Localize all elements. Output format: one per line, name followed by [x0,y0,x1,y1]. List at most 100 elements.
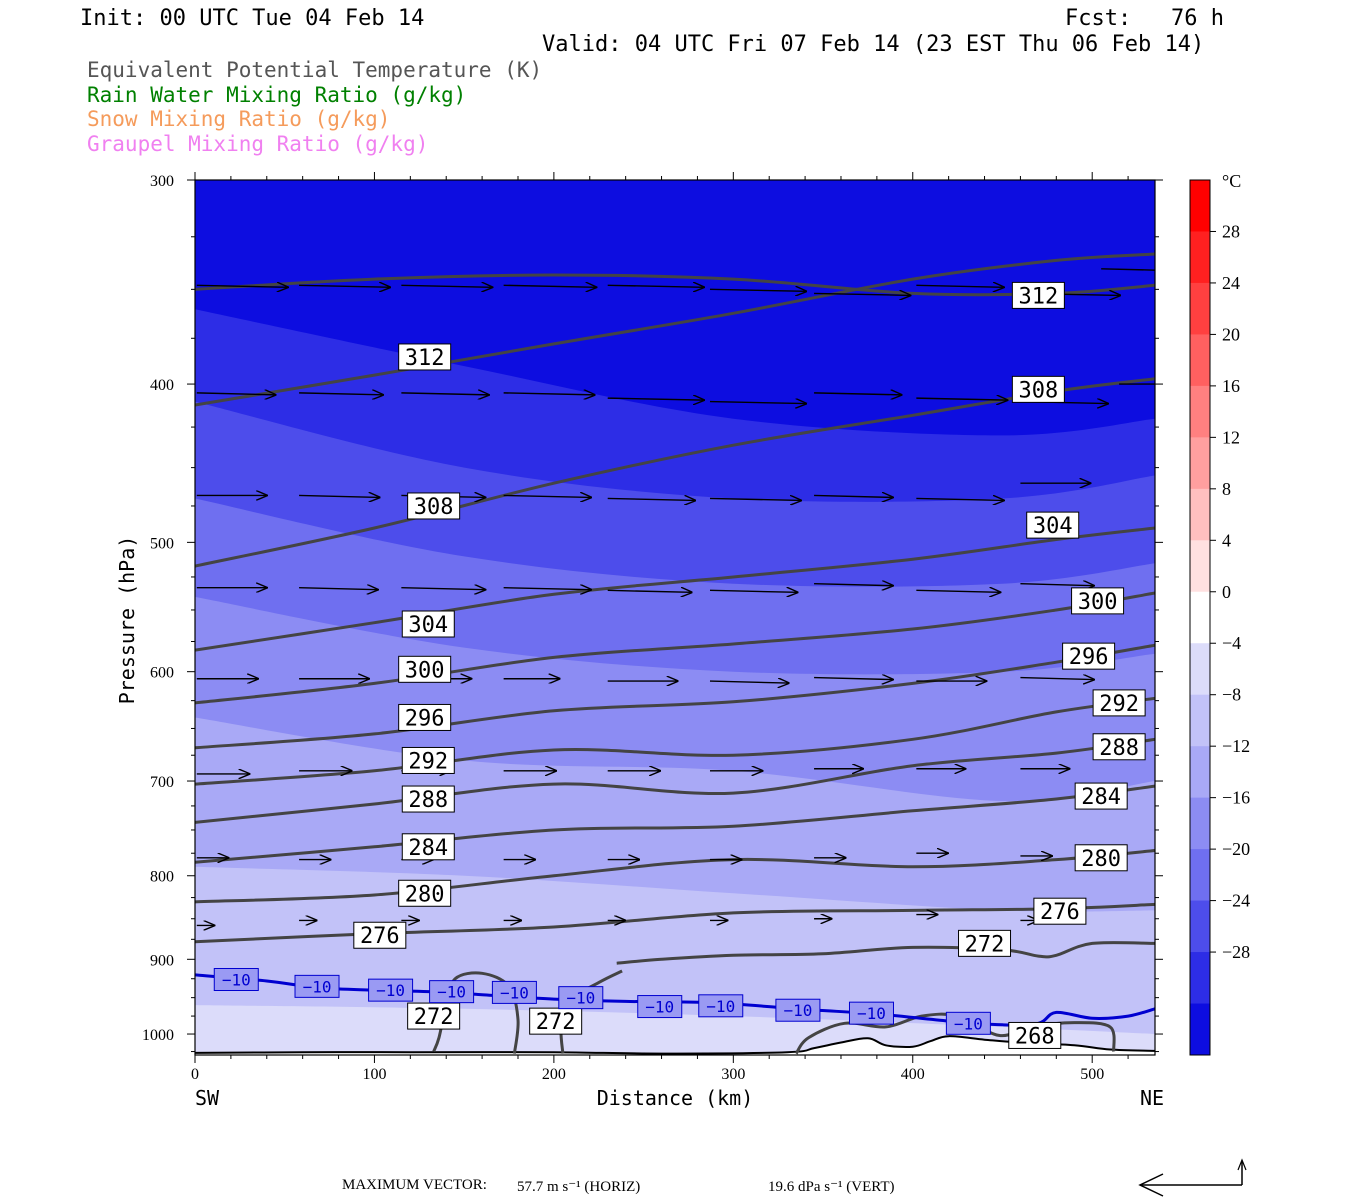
wind-vector [196,285,288,287]
wind-vector [1020,584,1094,586]
theta-e-label-box [1092,733,1146,761]
theta-e-label: 272 [536,1010,576,1035]
colorbar-tick-label: −12 [1222,736,1250,756]
theta-e-label-box [1011,375,1065,403]
theta-e-label-box [1008,1021,1062,1049]
isotherm-label-box [698,994,744,1018]
colorbar-bin [1190,1003,1210,1056]
wind-vector [916,590,1000,592]
valid-time: Valid: 04 UTC Fri 07 Feb 14 (23 EST Thu … [542,32,1205,57]
theta-e-label: 300 [405,658,445,683]
isotherm-label-box [368,978,414,1002]
theta-e-label: 296 [1069,645,1109,670]
wind-vector [814,293,910,295]
isotherm-label-box [213,967,259,991]
wind-vector [503,588,591,590]
theta-e-contour-304 [195,526,1155,652]
colorbar-tick-label: 24 [1222,273,1240,293]
theta-e-contour-296 [195,643,1155,750]
theta-e-label: 296 [405,706,445,731]
y-tick-label: 300 [150,173,174,190]
isotherm-label-box [429,980,475,1004]
colorbar-tick-label: −4 [1222,633,1241,653]
theta-e-label-box [1062,642,1116,670]
x-end-label-left: SW [195,1086,220,1110]
theta-e-label-box [1074,844,1128,872]
wind-vector [401,285,492,287]
wind-vector [607,285,704,287]
init-time: Init: 00 UTC Tue 04 Feb 14 [80,6,425,31]
y-tick-label: 800 [150,869,174,886]
isotherm-label: −10 [376,981,405,1000]
theta-e-label: 272 [414,1005,454,1030]
theta-e-contour-280 [195,849,1155,904]
colorbar-tick-label: 20 [1222,324,1240,344]
forecast-hour: Fcst: 76 h [1065,6,1224,31]
x-tick-label: 400 [901,1066,925,1083]
reference-vector-icon [1138,1158,1247,1197]
theta-e-label: 312 [405,346,445,371]
x-axis-label: Distance (km) [597,1086,754,1110]
theta-e-contour-312 [195,252,1155,407]
theta-e-label-box [1033,897,1087,925]
isotherm-label: −10 [437,983,466,1002]
isotherm-label-box [491,980,537,1004]
wind-vector [709,498,801,500]
legend-theta-e: Equivalent Potential Temperature (K) [87,58,543,82]
theta-e-contour-272 [432,971,520,1054]
colorbar-tick-label: 12 [1222,427,1240,447]
theta-e-label-box [401,833,455,861]
theta-e-label-box [1011,281,1065,309]
wind-vector [709,289,806,291]
theta-e-label: 292 [1099,692,1139,717]
theta-e-label-box [353,921,407,949]
theta-e-label-box [401,610,455,638]
wind-vector [196,393,276,395]
y-tick-label: 700 [150,774,174,791]
colorbar-tick-label: −8 [1222,685,1241,705]
theta-e-label: 312 [1018,284,1058,309]
theta-e-label-box [1071,587,1125,615]
theta-e-label: 288 [408,788,448,813]
colorbar-tick-label: 28 [1222,221,1240,241]
colorbar-bin [1190,694,1210,747]
x-tick-label: 500 [1080,1066,1104,1083]
wind-vector [709,402,806,404]
colorbar-tick-label: 8 [1222,479,1231,499]
colorbar-bin [1190,385,1210,438]
colorbar-tick-label: −24 [1222,891,1250,911]
theta-e-label: 280 [1081,847,1121,872]
theta-e-contour-288 [195,737,1155,824]
colorbar-bin [1190,746,1210,799]
y-tick-label: 1000 [142,1027,174,1044]
colorbar-bin [1190,282,1210,335]
wind-vector [401,588,485,590]
y-tick-label: 400 [150,377,174,394]
theta-e-label: 272 [965,932,1005,957]
colorbar-bin [1190,437,1210,490]
colorbar-bin [1190,900,1210,953]
wind-vector [814,393,902,395]
x-tick-label: 200 [542,1066,566,1083]
isotherm-label-box [637,995,683,1019]
wind-vector [401,393,489,395]
colorbar-bin [1190,231,1210,284]
theta-e-label: 284 [1081,785,1121,810]
colorbar-tick-label: 0 [1222,582,1231,602]
wind-vector [299,393,383,395]
legend-snow: Snow Mixing Ratio (g/kg) [87,107,391,131]
wind-vector [607,590,692,592]
wind-vector [503,495,591,497]
wind-vector [916,285,1004,287]
theta-e-label: 292 [408,749,448,774]
theta-e-label-box [529,1007,583,1035]
y-tick-label: 900 [150,952,174,969]
colorbar-bin [1190,952,1210,1005]
y-axis-label: Pressure (hPa) [115,536,139,705]
isotherm-label: −10 [500,983,529,1002]
colorbar-tick-label: −16 [1222,788,1250,808]
wind-vector [299,588,378,590]
wind-vector [1020,678,1094,680]
wind-vector [814,495,893,497]
colorbar-unit: °C [1222,171,1241,191]
